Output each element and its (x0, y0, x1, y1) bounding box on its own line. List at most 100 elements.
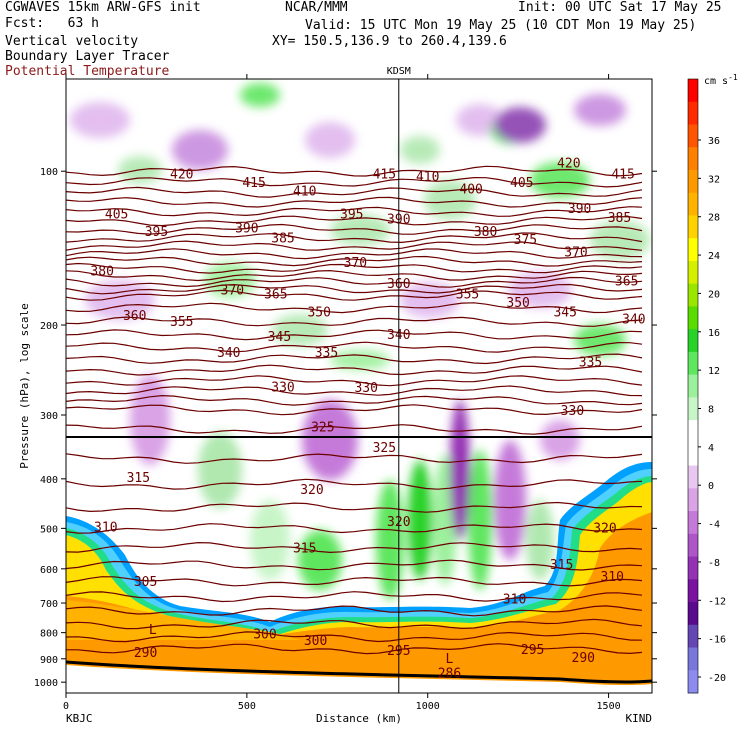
theta-contour (66, 341, 643, 353)
forecast-hour: Fcst: 63 h (5, 16, 99, 31)
colorbar-cell (688, 260, 698, 285)
field-name-potential-temperature: Potential Temperature (5, 64, 170, 79)
field-name-boundary-layer-tracer: Boundary Layer Tracer (5, 49, 170, 64)
colorbar-cell (688, 238, 698, 262)
theta-label: 320 (300, 483, 323, 498)
theta-label: 400 (459, 182, 482, 197)
colorbar-cell (688, 602, 698, 626)
colorbar-label: -12 (708, 596, 726, 607)
theta-label: 315 (127, 471, 150, 486)
theta-contour (66, 262, 643, 274)
colorbar-cell (688, 329, 698, 353)
colorbar-cell (688, 101, 698, 125)
velocity-blob (450, 400, 470, 540)
plot-frame (65, 78, 653, 694)
theta-label: 340 (622, 313, 645, 328)
theta-label: 420 (557, 156, 580, 171)
theta-contour (66, 223, 643, 235)
theta-label: 385 (608, 211, 631, 226)
theta-contour (66, 302, 643, 314)
colorbar-cell (688, 397, 698, 421)
theta-label: 320 (593, 522, 616, 537)
velocity-blob (400, 136, 440, 164)
theta-contour (66, 375, 643, 387)
theta-label: 420 (170, 168, 193, 183)
colorbar-cell (688, 465, 698, 489)
y-tick-label: 100 (40, 167, 58, 178)
station-kdsm-label: KDSM (387, 66, 411, 77)
organization: NCAR/MMM (285, 0, 348, 15)
theta-contour (66, 364, 643, 376)
theta-label: 415 (611, 168, 634, 183)
theta-label: 390 (568, 202, 591, 217)
velocity-blob (240, 83, 280, 107)
colorbar-label: -4 (708, 520, 720, 531)
colorbar-label: -8 (708, 558, 720, 569)
colorbar-cell (688, 306, 698, 330)
theta-label: 415 (242, 176, 265, 191)
theta-label: 325 (373, 441, 396, 456)
colorbar-cell (688, 511, 698, 535)
theta-label: 355 (456, 287, 479, 302)
theta-label: 415 (373, 168, 396, 183)
theta-contour (66, 478, 643, 490)
x-axis-label: Distance (km) (316, 712, 402, 725)
theta-contour (66, 255, 643, 267)
colorbar-cell (688, 442, 698, 467)
velocity-blob (130, 375, 170, 465)
theta-label: 390 (235, 221, 258, 236)
theta-contour (66, 453, 643, 464)
colorbar-cell (688, 192, 698, 216)
theta-contour (66, 591, 643, 603)
theta-contour (66, 501, 643, 513)
theta-contour (66, 283, 643, 295)
theta-contour (66, 329, 643, 341)
colorbar-label: 16 (708, 328, 720, 339)
colorbar-cell (688, 488, 698, 512)
theta-label: 370 (221, 284, 244, 299)
theta-label: 370 (344, 256, 367, 271)
shaded-fields (66, 83, 652, 693)
left-station-label: KBJC (66, 712, 93, 725)
y-tick-label: 500 (40, 524, 58, 535)
theta-label: 385 (271, 231, 294, 246)
colorbar-label: 8 (708, 405, 714, 416)
theta-contour (66, 240, 643, 251)
theta-label: 335 (579, 356, 602, 371)
colorbar-label: -16 (708, 635, 726, 646)
velocity-blob (494, 440, 526, 560)
velocity-blob (376, 480, 404, 600)
theta-label: 365 (264, 287, 287, 302)
velocity-blob (494, 107, 546, 143)
velocity-blob (298, 530, 342, 590)
theta-label: 290 (572, 651, 595, 666)
velocity-blob (250, 500, 290, 580)
theta-label: 345 (553, 306, 576, 321)
colorbar-cell (688, 169, 698, 194)
theta-label: 286 (438, 666, 461, 681)
colorbar-label: 28 (708, 213, 720, 224)
theta-label: 405 (105, 207, 128, 222)
colorbar-label: 36 (708, 136, 720, 147)
theta-label: 350 (506, 296, 529, 311)
y-tick-label: 1000 (34, 678, 58, 689)
colorbar-cell (688, 670, 698, 694)
theta-label: 395 (340, 207, 363, 222)
theta-contour (66, 176, 643, 188)
x-tick-label: 0 (63, 701, 69, 712)
theta-contour (66, 541, 643, 554)
theta-contour (66, 394, 643, 406)
theta-label: 315 (550, 558, 573, 573)
theta-label: 310 (503, 592, 526, 607)
theta-contour (66, 232, 643, 244)
velocity-blob (540, 420, 580, 460)
terrain-line (66, 660, 652, 684)
velocity-blob (198, 432, 242, 508)
colorbar-cell (688, 556, 698, 580)
colorbar-labels: 36 32 28 24 20 16 12 8 4 0 -4 -8 -12 -16 -20 (698, 136, 726, 684)
velocity-blob (172, 130, 228, 170)
theta-label: 380 (90, 265, 113, 280)
